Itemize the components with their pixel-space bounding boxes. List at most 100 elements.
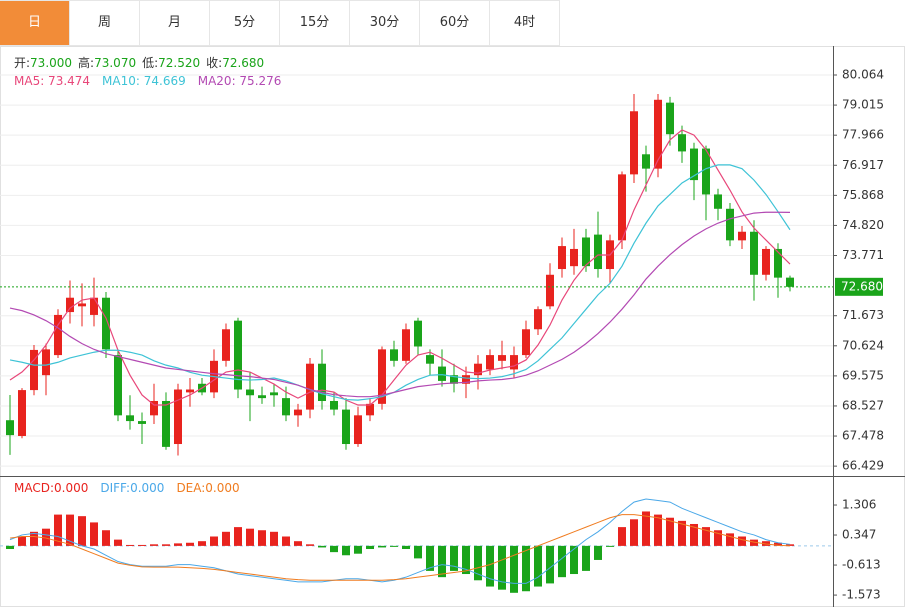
- macd-tick-label: 1.306: [842, 498, 876, 512]
- ma-line: [9, 211, 791, 398]
- ma-line: [9, 129, 791, 406]
- period-tabs: 日周月 5分 15分 30分 60分 4时: [0, 0, 560, 46]
- candle-body: [438, 366, 446, 381]
- macd-bar: [162, 544, 170, 546]
- macd-bar: [186, 542, 194, 546]
- period-tab[interactable]: 5分: [210, 0, 280, 46]
- period-tab[interactable]: 30分: [350, 0, 420, 46]
- candle-body: [150, 400, 158, 416]
- period-tab[interactable]: 4时: [490, 0, 560, 46]
- y-tick-label: 80.064: [842, 67, 884, 81]
- macd-legend-item: DIFF:0.000: [100, 481, 164, 495]
- candle-body: [366, 403, 374, 416]
- period-tab[interactable]: 15分: [280, 0, 350, 46]
- macd-bar: [642, 511, 650, 546]
- ohlc-label: 高:: [78, 55, 94, 70]
- candle-body: [534, 309, 542, 330]
- macd-bar: [354, 545, 362, 554]
- period-tab[interactable]: 月: [140, 0, 210, 46]
- macd-bar: [498, 545, 506, 590]
- ohlc-value: 72.520: [158, 56, 200, 70]
- candle-body: [342, 409, 350, 445]
- macd-bar: [210, 536, 218, 546]
- macd-bar: [114, 539, 122, 546]
- macd-bar: [198, 541, 206, 546]
- candle-body: [690, 148, 698, 181]
- candle-body: [102, 297, 110, 350]
- macd-bar: [522, 545, 530, 592]
- ohlc-value: 73.070: [94, 56, 136, 70]
- candle-body: [462, 375, 470, 384]
- candle-body: [474, 363, 482, 376]
- macd-bar: [714, 530, 722, 546]
- macd-bar: [462, 545, 470, 575]
- macd-bar: [726, 533, 734, 546]
- candle-body: [738, 231, 746, 241]
- candle-body: [618, 174, 626, 241]
- y-tick-label: 77.966: [842, 128, 884, 142]
- macd-bar: [414, 545, 422, 559]
- candle-body: [486, 355, 494, 370]
- macd-bar: [558, 545, 566, 578]
- macd-legend-item: MACD:0.000: [14, 481, 88, 495]
- candle-body: [186, 389, 194, 393]
- macd-bar: [330, 545, 338, 553]
- candle-body: [174, 389, 182, 445]
- period-tab[interactable]: 60分: [420, 0, 490, 46]
- macd-bar: [138, 544, 146, 546]
- candle-body: [258, 395, 266, 399]
- macd-bar: [378, 545, 386, 548]
- macd-bar: [90, 522, 98, 546]
- ma-legend-item: MA20: 75.276: [198, 74, 282, 88]
- candle-body: [354, 415, 362, 445]
- macd-bar: [390, 545, 398, 547]
- macd-bar: [738, 536, 746, 546]
- candle-body: [282, 398, 290, 416]
- macd-bar: [18, 536, 26, 546]
- macd-bar: [222, 531, 230, 546]
- candle-body: [702, 148, 710, 195]
- candle-body: [78, 303, 86, 307]
- macd-bar: [438, 545, 446, 578]
- macd-bar: [594, 545, 602, 560]
- ohlc-value: 72.680: [222, 56, 264, 70]
- macd-tick-label: -1.573: [842, 588, 881, 602]
- candle-body: [378, 349, 386, 404]
- candle-body: [30, 349, 38, 391]
- candle-body: [594, 234, 602, 270]
- y-tick-label: 70.624: [842, 338, 884, 352]
- candle-body: [726, 208, 734, 241]
- ohlc-header: 开:73.000 高:73.070 低:72.520 收:72.680: [14, 55, 264, 70]
- macd-bar: [102, 530, 110, 546]
- macd-bar: [54, 514, 62, 546]
- macd-bar: [450, 545, 458, 571]
- y-tick-label: 79.015: [842, 98, 884, 112]
- candle-body: [774, 248, 782, 278]
- candle-body: [522, 329, 530, 356]
- ohlc-value: 73.000: [30, 56, 72, 70]
- candle-body: [582, 237, 590, 267]
- macd-bar: [174, 543, 182, 546]
- candle-body: [546, 274, 554, 307]
- macd-bar: [654, 514, 662, 546]
- candle-body: [126, 415, 134, 422]
- candle-body: [642, 154, 650, 169]
- candle-body: [294, 409, 302, 416]
- y-tick-label: 69.575: [842, 368, 884, 382]
- last-price-label: 72.680: [841, 279, 883, 293]
- period-tab[interactable]: 周: [70, 0, 140, 46]
- macd-bar: [306, 544, 314, 546]
- macd-bar: [702, 527, 710, 546]
- period-tab[interactable]: 日: [0, 0, 70, 46]
- candle-body: [666, 102, 674, 135]
- candle-body: [450, 375, 458, 384]
- macd-bar: [126, 544, 134, 546]
- y-tick-label: 75.868: [842, 188, 884, 202]
- candle-body: [402, 329, 410, 361]
- macd-bar: [486, 545, 494, 587]
- candle-body: [750, 231, 758, 275]
- candle-body: [330, 400, 338, 410]
- macd-legend-item: DEA:0.000: [176, 481, 239, 495]
- macd-bar: [366, 545, 374, 550]
- macd-bar: [42, 528, 50, 546]
